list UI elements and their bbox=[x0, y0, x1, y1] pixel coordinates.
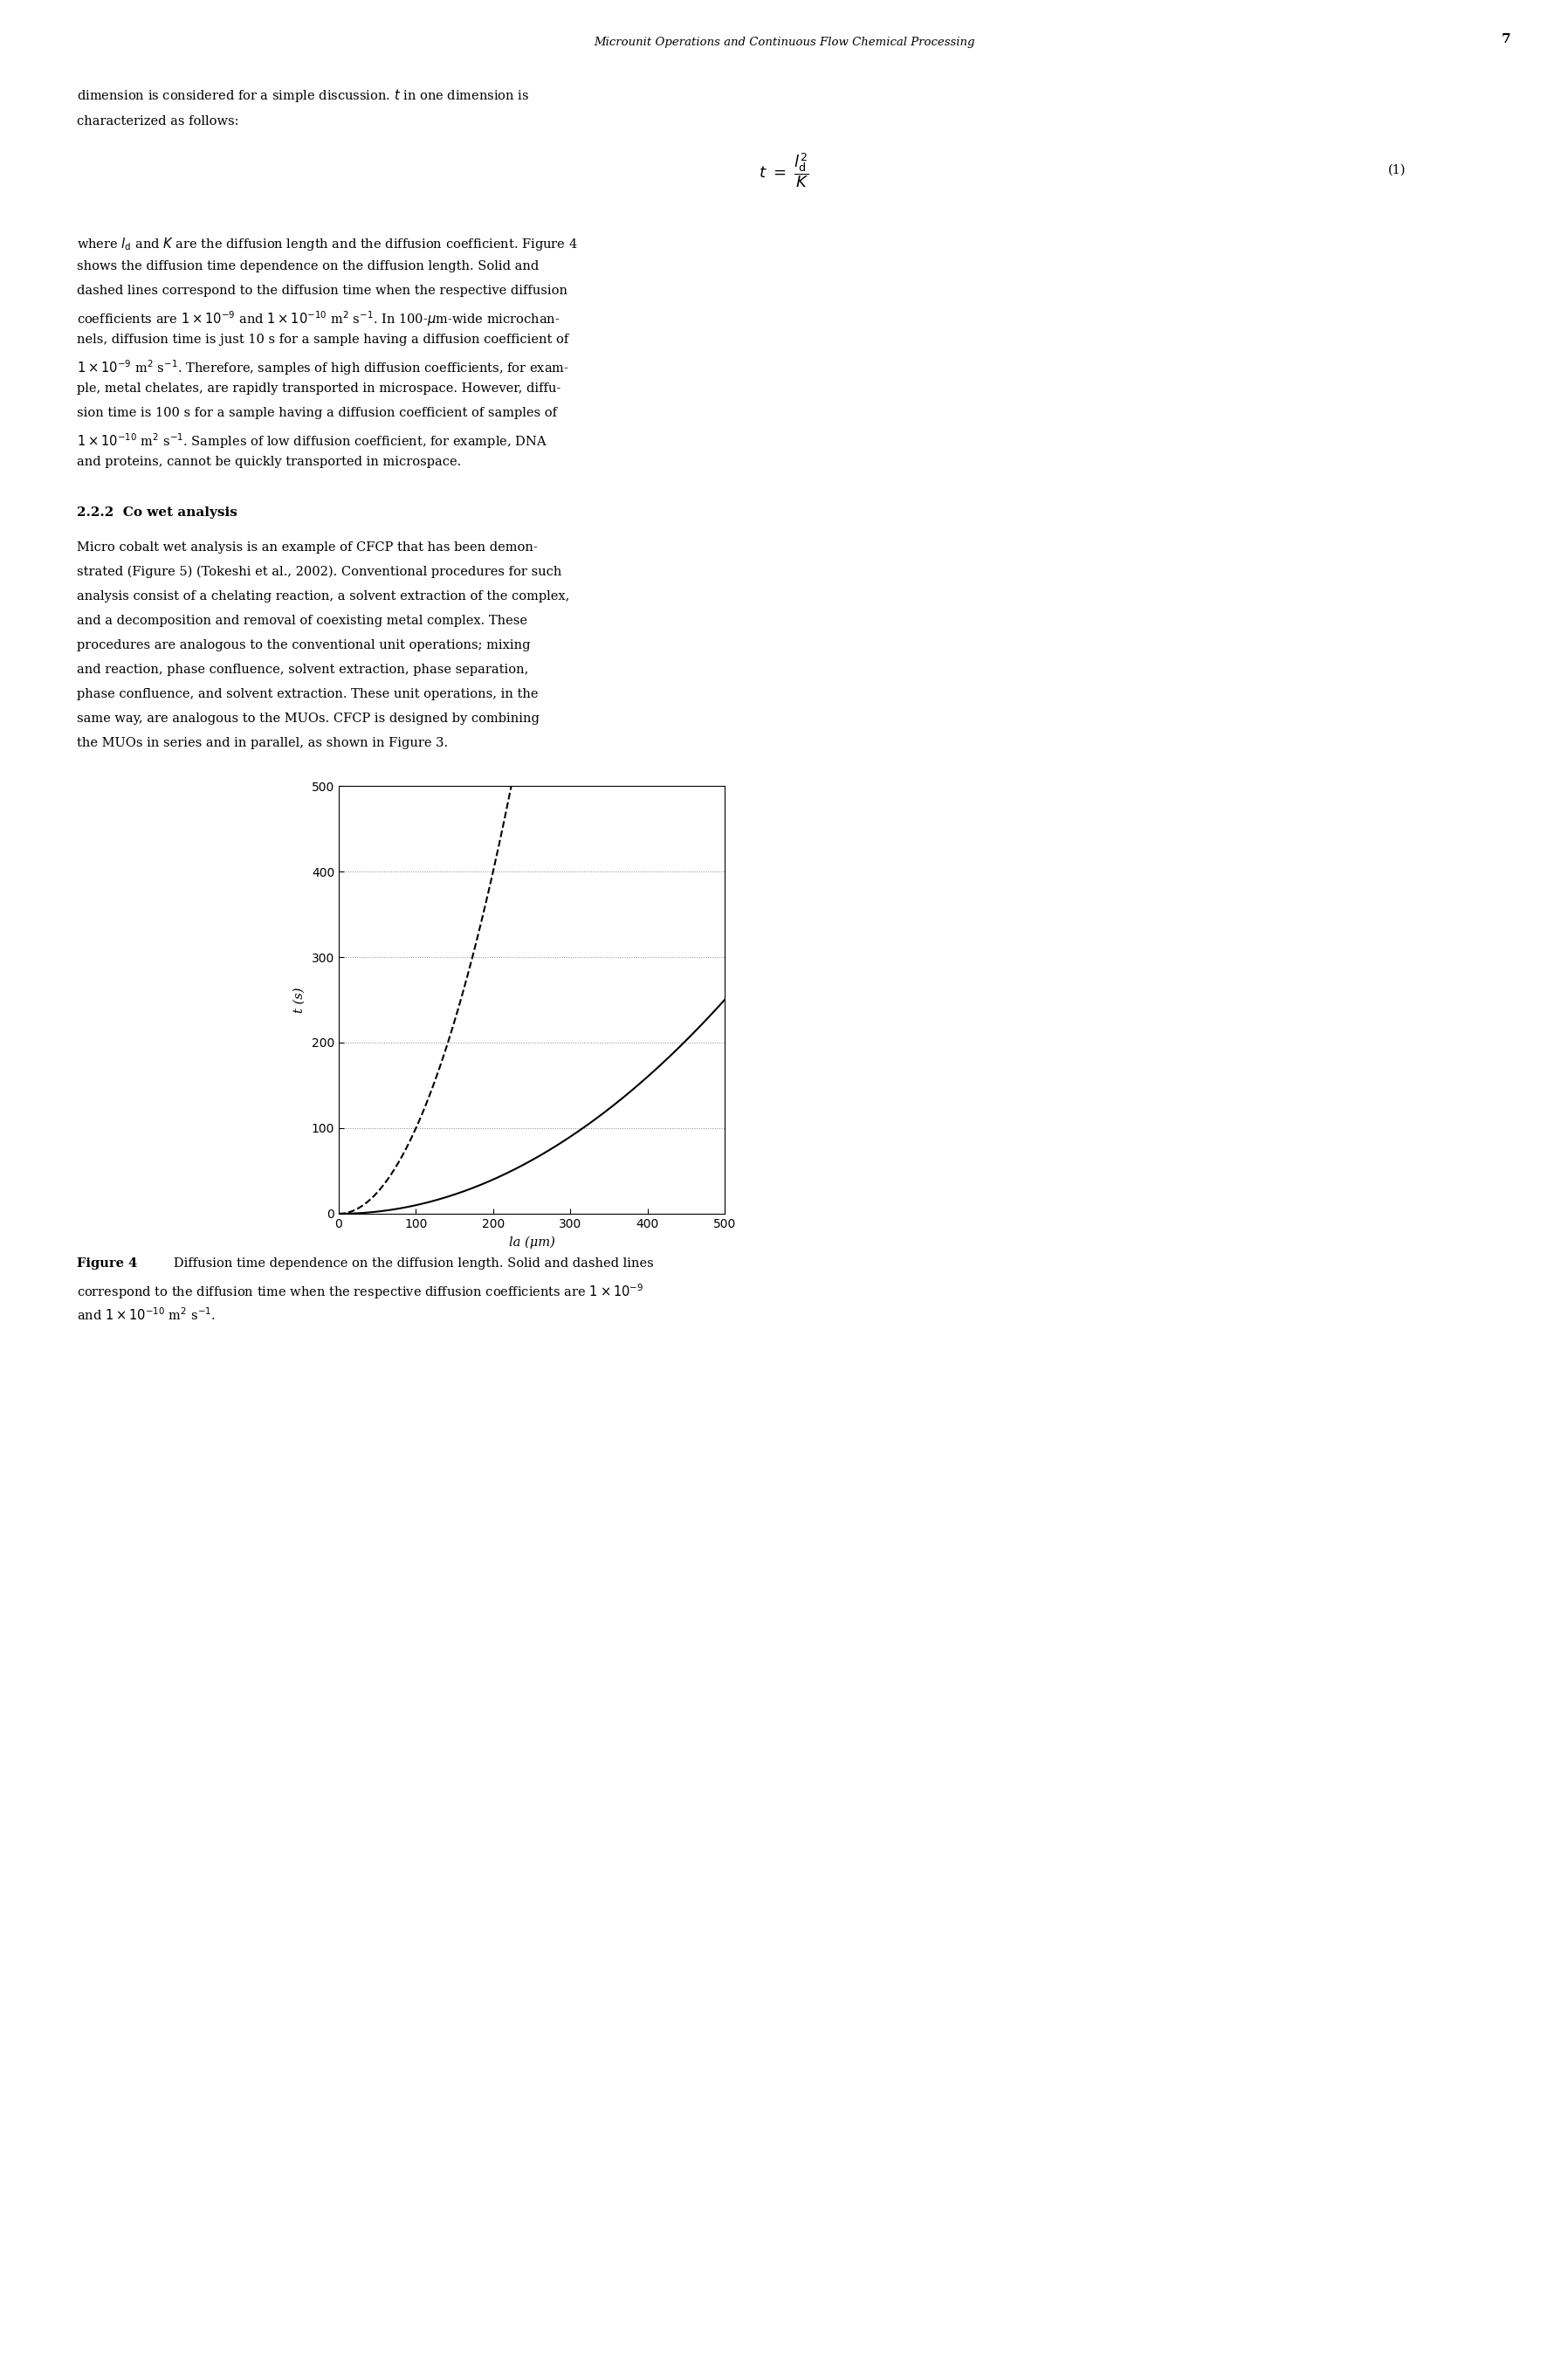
Text: same way, are analogous to the MUOs. CFCP is designed by combining: same way, are analogous to the MUOs. CFC… bbox=[77, 713, 539, 725]
Text: dimension is considered for a simple discussion. $t$ in one dimension is: dimension is considered for a simple dis… bbox=[77, 87, 530, 104]
Text: 7: 7 bbox=[1502, 33, 1512, 45]
Text: procedures are analogous to the conventional unit operations; mixing: procedures are analogous to the conventi… bbox=[77, 640, 530, 652]
Text: phase confluence, and solvent extraction. These unit operations, in the: phase confluence, and solvent extraction… bbox=[77, 687, 538, 699]
Text: Figure 4: Figure 4 bbox=[77, 1257, 138, 1271]
Text: and a decomposition and removal of coexisting metal complex. These: and a decomposition and removal of coexi… bbox=[77, 614, 527, 626]
Text: coefficients are $1 \times 10^{-9}$ and $1 \times 10^{-10}$ m$^{2}$ s$^{-1}$. In: coefficients are $1 \times 10^{-9}$ and … bbox=[77, 309, 560, 328]
Text: and reaction, phase confluence, solvent extraction, phase separation,: and reaction, phase confluence, solvent … bbox=[77, 664, 528, 676]
Text: where $l_{\mathrm{d}}$ and $K$ are the diffusion length and the diffusion coeffi: where $l_{\mathrm{d}}$ and $K$ are the d… bbox=[77, 236, 577, 253]
Text: 2.2.2  Co wet analysis: 2.2.2 Co wet analysis bbox=[77, 505, 237, 520]
Text: (1): (1) bbox=[1388, 165, 1406, 177]
Text: $1 \times 10^{-10}$ m$^{2}$ s$^{-1}$. Samples of low diffusion coefficient, for : $1 \times 10^{-10}$ m$^{2}$ s$^{-1}$. Sa… bbox=[77, 432, 547, 451]
Text: the MUOs in series and in parallel, as shown in Figure 3.: the MUOs in series and in parallel, as s… bbox=[77, 737, 448, 749]
X-axis label: la (μm): la (μm) bbox=[508, 1235, 555, 1249]
Text: correspond to the diffusion time when the respective diffusion coefficients are : correspond to the diffusion time when th… bbox=[77, 1283, 644, 1301]
Text: and proteins, cannot be quickly transported in microspace.: and proteins, cannot be quickly transpor… bbox=[77, 456, 461, 468]
Y-axis label: t (s): t (s) bbox=[293, 987, 306, 1013]
Text: analysis consist of a chelating reaction, a solvent extraction of the complex,: analysis consist of a chelating reaction… bbox=[77, 590, 569, 602]
Text: and $1 \times 10^{-10}$ m$^{2}$ s$^{-1}$.: and $1 \times 10^{-10}$ m$^{2}$ s$^{-1}$… bbox=[77, 1306, 216, 1323]
Text: strated (Figure 5) (Tokeshi et al., 2002). Conventional procedures for such: strated (Figure 5) (Tokeshi et al., 2002… bbox=[77, 567, 561, 579]
Text: dashed lines correspond to the diffusion time when the respective diffusion: dashed lines correspond to the diffusion… bbox=[77, 286, 568, 298]
Text: sion time is 100 s for a sample having a diffusion coefficient of samples of: sion time is 100 s for a sample having a… bbox=[77, 406, 557, 418]
Text: Microunit Operations and Continuous Flow Chemical Processing: Microunit Operations and Continuous Flow… bbox=[593, 38, 975, 47]
Text: nels, diffusion time is just 10 s for a sample having a diffusion coefficient of: nels, diffusion time is just 10 s for a … bbox=[77, 333, 569, 345]
Text: Micro cobalt wet analysis is an example of CFCP that has been demon-: Micro cobalt wet analysis is an example … bbox=[77, 541, 538, 553]
Text: Diffusion time dependence on the diffusion length. Solid and dashed lines: Diffusion time dependence on the diffusi… bbox=[162, 1257, 654, 1271]
Text: shows the diffusion time dependence on the diffusion length. Solid and: shows the diffusion time dependence on t… bbox=[77, 260, 539, 272]
Text: $t\ =\ \dfrac{l_{\mathrm{d}}^{2}}{K}$: $t\ =\ \dfrac{l_{\mathrm{d}}^{2}}{K}$ bbox=[759, 151, 809, 189]
Text: $1 \times 10^{-9}$ m$^{2}$ s$^{-1}$. Therefore, samples of high diffusion coeffi: $1 \times 10^{-9}$ m$^{2}$ s$^{-1}$. The… bbox=[77, 359, 569, 378]
Text: ple, metal chelates, are rapidly transported in microspace. However, diffu-: ple, metal chelates, are rapidly transpo… bbox=[77, 383, 561, 394]
Text: characterized as follows:: characterized as follows: bbox=[77, 116, 238, 128]
